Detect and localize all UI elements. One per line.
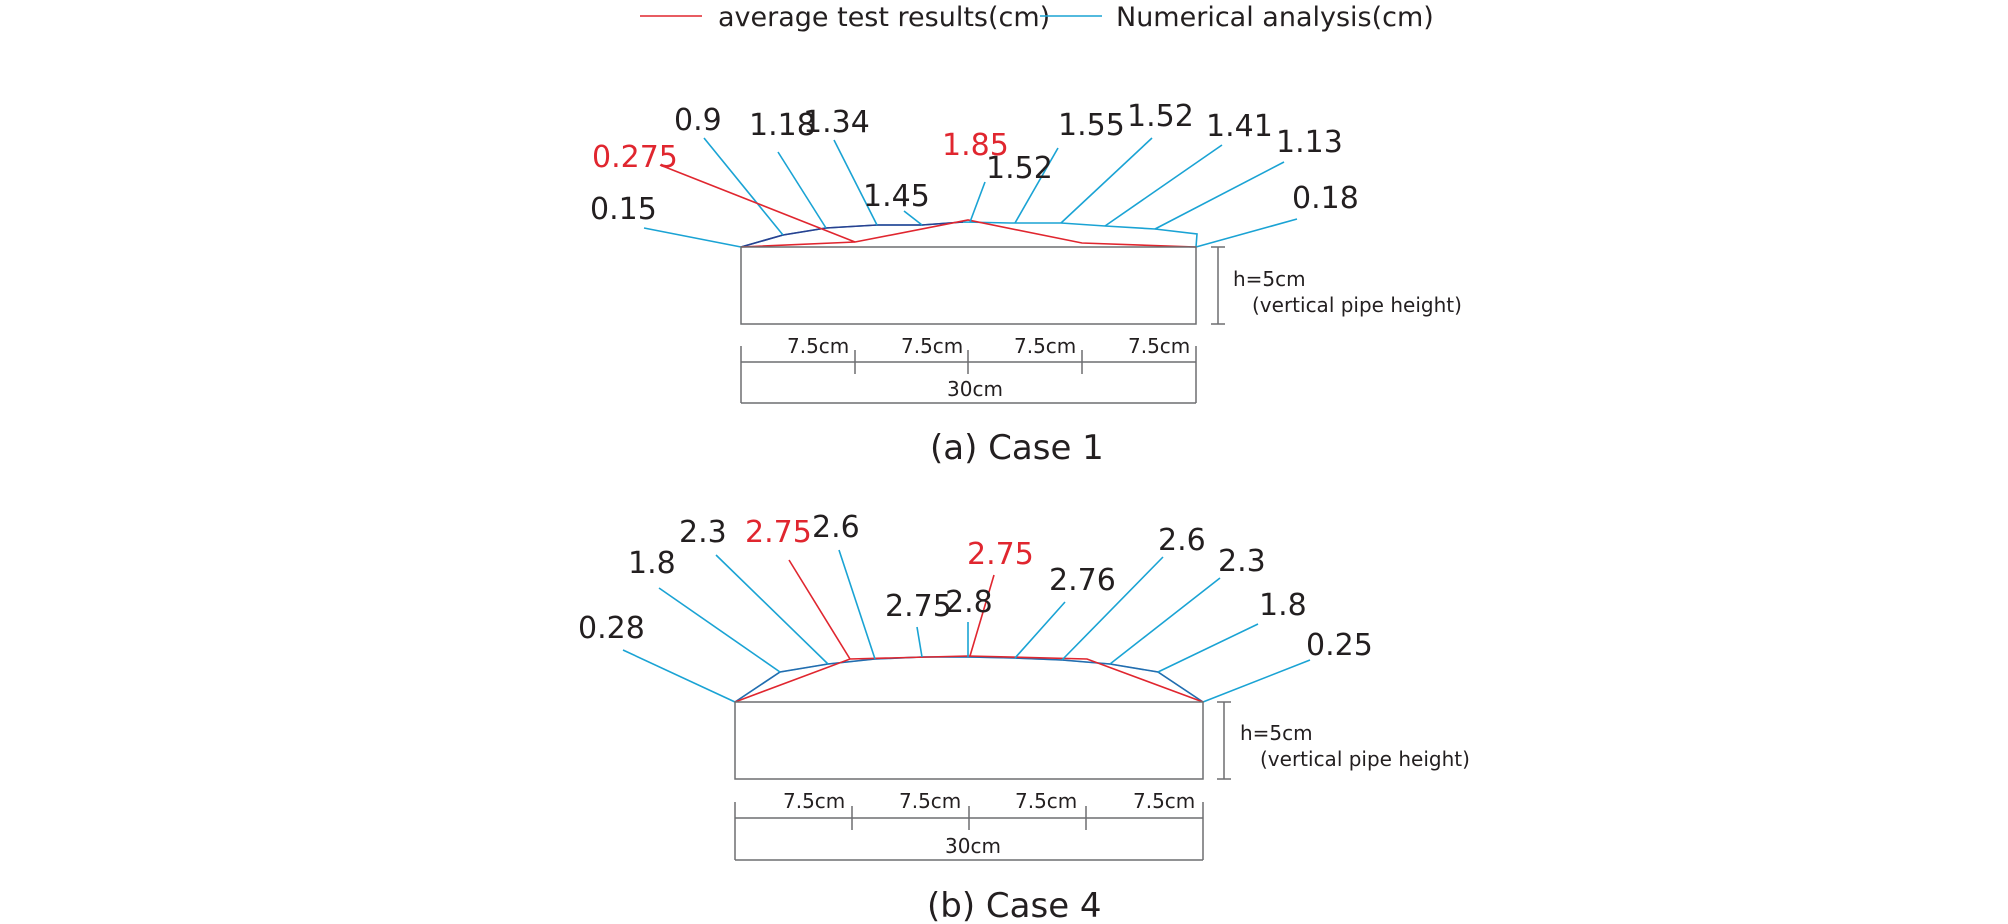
case1-panel: 0.15 0.9 1.18 1.34 1.45 1.52 1.55 1.52 1… [590,99,1462,468]
case1-numerical-profile-dark [740,221,964,248]
case4-segment-label: 7.5cm [1015,789,1077,813]
case1-test-label: 1.85 [942,128,1009,163]
case1-numerical-label: 1.45 [863,179,930,214]
legend: average test results(cm) Numerical analy… [640,2,1434,33]
case4-test-profile [734,655,1204,703]
case1-total-label: 30cm [947,377,1003,401]
case1-segment-label: 7.5cm [1014,334,1076,358]
case4-numerical-label: 1.8 [1259,588,1307,623]
case1-segment-label: 7.5cm [787,334,849,358]
case4-numerical-label: 2.6 [1158,523,1206,558]
case1-leader-lines [643,137,1298,248]
case4-height-dimension [1217,701,1231,780]
case4-numerical-profile-dark [734,656,1204,703]
case4-panel: 0.28 1.8 2.3 2.6 2.75 2.8 2.76 2.6 2.3 1… [578,510,1470,924]
case1-numerical-label: 1.13 [1276,125,1343,160]
case4-numerical-label: 2.8 [945,585,993,620]
case1-segment-label: 7.5cm [901,334,963,358]
case4-pipe-section [734,701,1204,780]
case4-numerical-profile [734,656,1204,703]
legend-test-label: average test results(cm) [718,2,1050,33]
case1-numerical-label: 0.18 [1292,181,1359,216]
case4-numerical-label: 2.3 [679,515,727,550]
case4-numerical-label: 2.76 [1049,563,1116,598]
case4-numerical-label: 2.3 [1218,544,1266,579]
case4-test-label: 2.75 [967,537,1034,572]
case4-height-note: (vertical pipe height) [1260,747,1470,771]
legend-numerical-label: Numerical analysis(cm) [1116,2,1434,33]
case4-numerical-label: 2.6 [812,510,860,545]
case4-numerical-label: 0.28 [578,611,645,646]
case1-test-label: 0.275 [592,140,678,175]
case1-numerical-label: 1.52 [986,151,1053,186]
case4-segment-label: 7.5cm [899,789,961,813]
case4-numerical-label: 0.25 [1306,628,1373,663]
case4-leader-lines [622,549,1311,703]
case1-caption: (a) Case 1 [930,428,1104,468]
case4-segment-label: 7.5cm [783,789,845,813]
case1-height-dimension [1211,246,1225,325]
case4-numerical-label: 2.75 [885,589,952,624]
case1-test-profile [740,219,1197,248]
case1-numerical-label: 0.15 [590,192,657,227]
case1-numerical-label: 1.55 [1058,108,1125,143]
case1-segment-label: 7.5cm [1128,334,1190,358]
case4-segment-label: 7.5cm [1133,789,1195,813]
case4-numerical-label: 1.8 [628,546,676,581]
case1-pipe-section [740,246,1197,325]
case4-test-label: 2.75 [745,515,812,550]
case4-total-label: 30cm [945,834,1001,858]
case1-height-label: h=5cm [1233,267,1306,291]
case4-height-label: h=5cm [1240,721,1313,745]
case1-numerical-label: 1.34 [803,105,870,140]
case4-width-dimension [734,802,1204,861]
case1-width-dimension [740,346,1197,404]
case4-caption: (b) Case 4 [927,886,1102,924]
case1-numerical-label: 1.41 [1206,109,1273,144]
case1-numerical-label: 0.9 [674,103,722,138]
case1-numerical-label: 1.18 [749,108,816,143]
case1-numerical-label: 1.52 [1127,99,1194,134]
case1-height-note: (vertical pipe height) [1252,293,1462,317]
